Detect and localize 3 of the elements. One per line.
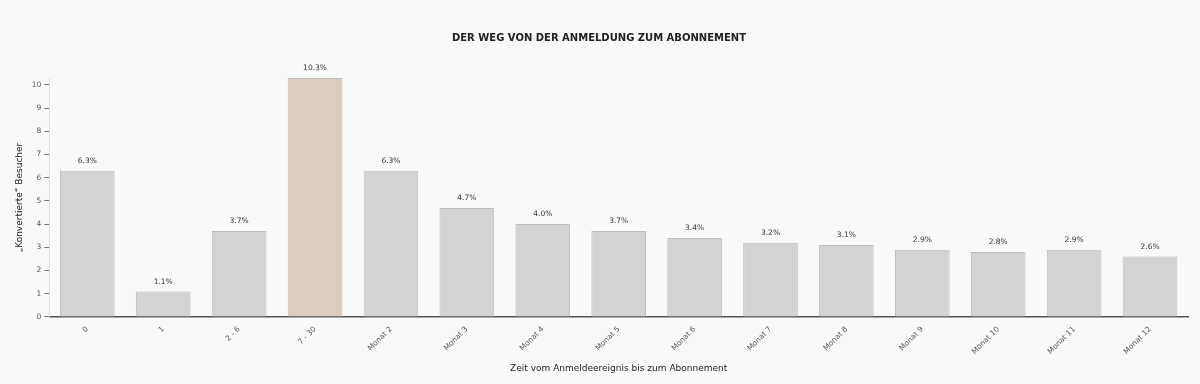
- x-axis-title: Zeit vom Anmeldeereignis bis zum Abonnement: [510, 362, 728, 373]
- y-axis-title: „Konvertierte“ Besucher: [13, 142, 24, 253]
- chart-title: DER WEG VON DER ANMELDUNG ZUM ABONNEMENT: [451, 31, 747, 43]
